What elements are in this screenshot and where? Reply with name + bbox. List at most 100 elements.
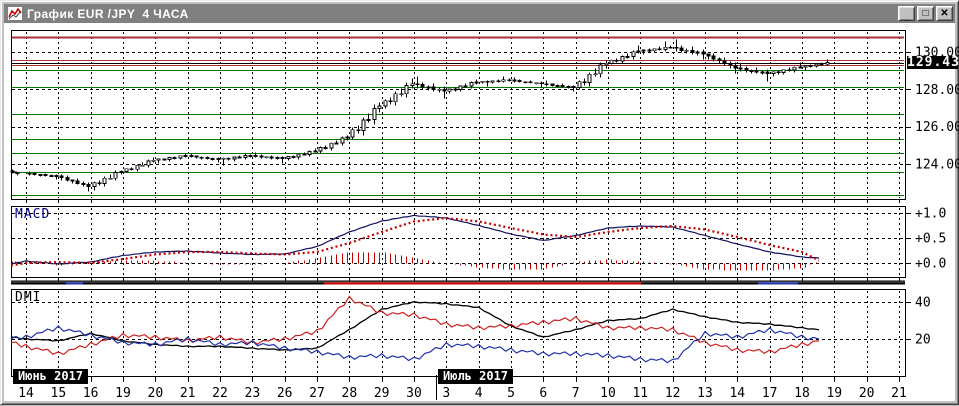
trend-strip-segment [798,282,905,285]
minimize-button[interactable]: _ [898,6,915,21]
candle-down [571,86,576,88]
trend-strip [11,280,905,285]
candle-up [366,119,371,122]
candle-down [253,155,258,158]
candle-up [410,83,415,86]
trend-strip-segment [324,282,641,285]
candle-down [647,49,652,52]
candle-up [146,160,151,166]
date-label: 6 [539,386,547,401]
candle-down [706,53,711,57]
candle-up [781,69,786,73]
candle-up [803,65,808,68]
close-button[interactable]: ✕ [936,6,953,21]
date-label: 5 [507,386,515,401]
panel-frame [11,289,906,377]
date-label: 14 [729,386,745,401]
candle-down [70,179,75,182]
date-label: 19 [826,386,842,401]
candle-down [560,85,565,88]
date-label: 15 [51,386,67,401]
candle-down [625,56,630,58]
candle-down [13,171,18,174]
candle-up [372,108,377,121]
candle-up [695,51,700,54]
date-label: 28 [342,386,358,401]
dmi-panel-label: DMI [15,290,42,305]
maximize-button[interactable]: □ [917,6,934,21]
candle-down [291,156,296,158]
candle-up [490,80,495,83]
candle-down [97,182,102,185]
macd-panel[interactable] [10,206,906,278]
candle-down [674,46,679,49]
candle-down [32,173,37,176]
candle-up [771,71,776,74]
date-label: 19 [115,386,131,401]
candle-up [604,62,609,66]
candle-up [135,164,140,170]
candle-up [286,156,291,159]
candle-down [528,81,533,84]
plus-di-line [10,295,820,356]
candle-down [668,46,673,49]
candle-down [426,86,431,89]
candle-up [620,56,625,62]
candle-up [49,175,54,177]
macd-axis-label: +0.0 [915,257,946,272]
candle-down [81,182,86,185]
candle-up [124,168,129,172]
candle-up [458,85,463,90]
candle-down [226,157,231,160]
candle-up [792,66,797,71]
candle-up [183,155,188,158]
candle-down [550,83,555,86]
candle-up [318,147,323,152]
candle-up [393,93,398,103]
candle-up [469,82,474,87]
date-label: 20 [859,386,875,401]
candle-down [776,71,781,74]
candle-down [787,69,792,72]
candle-up [350,129,355,138]
candle-down [728,63,733,66]
candle-down [453,88,458,91]
date-label: 18 [794,386,810,401]
candle-down [388,100,393,103]
date-label: 23 [245,386,261,401]
candle-down [523,81,528,84]
date-label: 14 [18,386,34,401]
date-label: 26 [277,386,293,401]
candle-down [614,59,619,62]
candles [10,39,830,192]
candle-up [38,174,43,177]
candle-down [808,65,813,67]
candle-down [431,86,436,90]
candle-up [377,105,382,109]
candle-up [329,142,334,149]
candle-down [701,51,706,55]
trend-strip-segment [66,282,83,285]
candle-up [92,182,97,187]
candle-down [507,79,512,82]
candle-down [657,48,662,51]
candle-down [10,170,15,173]
candle-down [43,174,48,177]
date-label: 17 [762,386,778,401]
macd-axis-label: +0.5 [915,232,946,247]
minus-di-line [10,325,820,364]
candle-up [566,86,571,88]
candle-up [609,59,614,64]
titlebar[interactable]: График EUR /JPY 4 ЧАСА _ □ ✕ [4,4,955,23]
price-axis-label: 128.00 [915,83,959,98]
dmi-panel[interactable] [10,289,906,377]
candle-down [54,175,59,177]
date-label: 21 [180,386,196,401]
candle-down [420,84,425,88]
candle-up [340,137,345,144]
candle-down [582,81,587,84]
candle-up [652,48,657,52]
adx-line [10,300,820,351]
price-panel[interactable] [10,30,906,200]
